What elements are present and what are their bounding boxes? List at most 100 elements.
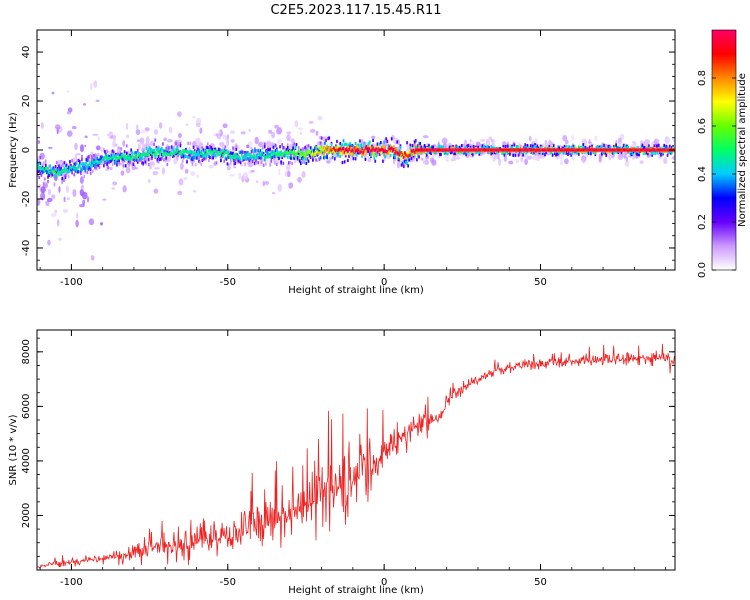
heatmap-ridge-cell	[135, 151, 138, 155]
heatmap-ridge-cell	[322, 156, 325, 160]
heatmap-ridge-cell	[433, 148, 436, 152]
heatmap-noise-cell	[227, 163, 232, 166]
heatmap-noise-cell	[266, 140, 272, 148]
heatmap-ridge-cell	[191, 150, 194, 154]
heatmap-ridge-cell	[347, 158, 349, 163]
heatmap-ridge-cell	[484, 148, 487, 152]
heatmap-noise-cell	[288, 182, 294, 189]
heatmap-noise-cell	[125, 166, 131, 174]
heatmap-noise-cell	[240, 131, 246, 135]
heatmap-ridge-cell	[409, 143, 412, 147]
heatmap-ridge-cell	[400, 150, 403, 155]
heatmap-ridge-cell	[290, 153, 292, 157]
heatmap-ridge-cell	[406, 153, 408, 158]
heatmap-ridge-cell	[122, 157, 125, 162]
heatmap-ridge-cell	[488, 150, 490, 155]
heatmap-ridge-cell	[90, 161, 93, 165]
heatmap-ridge-cell	[509, 148, 511, 152]
heatmap-noise-cell	[141, 148, 146, 153]
heatmap-ridge-cell	[511, 148, 513, 152]
heatmap-ridge-cell	[495, 151, 498, 155]
heatmap-ridge-cell	[43, 169, 46, 173]
heatmap-ridge-cell	[522, 153, 524, 157]
heatmap-ridge-cell	[296, 156, 299, 160]
heatmap-ridge-cell	[157, 149, 160, 153]
heatmap-ridge-cell	[312, 158, 314, 162]
heatmap-ridge-cell	[364, 149, 367, 153]
heatmap-ridge-cell	[229, 157, 232, 161]
heatmap-noise-cell	[90, 255, 95, 261]
heatmap-ridge-cell	[359, 147, 361, 151]
heatmap-ridge-cell	[85, 161, 88, 165]
heatmap-ridge-cell	[176, 150, 179, 154]
colorbar-gradient	[712, 30, 736, 270]
heatmap-noise-cell	[76, 153, 81, 156]
heatmap-ridge-cell	[280, 160, 282, 164]
heatmap-ridge-cell	[421, 150, 424, 154]
heatmap-ridge-cell	[54, 172, 57, 176]
heatmap-ridge-cell	[104, 156, 106, 160]
heatmap-noise-cell	[66, 90, 70, 93]
heatmap-ridge-cell	[521, 148, 523, 152]
heatmap-ridge-cell	[165, 146, 168, 151]
heatmap-ridge-cell	[343, 143, 346, 147]
heatmap-ridge-cell	[552, 144, 555, 148]
heatmap-ridge-cell	[81, 158, 83, 162]
heatmap-ridge-cell	[127, 161, 129, 165]
heatmap-ridge-cell	[532, 144, 534, 148]
heatmap-ridge-cell	[112, 153, 115, 157]
heatmap-ridge-cell	[483, 148, 486, 152]
heatmap-ridge-cell	[486, 145, 488, 149]
heatmap-ridge-cell	[456, 148, 459, 152]
heatmap-ridge-cell	[235, 147, 238, 152]
heatmap-noise-cell	[122, 185, 127, 193]
heatmap-ridge-cell	[370, 149, 372, 153]
heatmap-noise-cell	[88, 218, 95, 226]
heatmap-ridge-cell	[237, 159, 240, 163]
heatmap-ridge-cell	[553, 151, 556, 156]
heatmap-ridge-cell	[223, 148, 226, 152]
snr-frame	[36, 329, 676, 571]
heatmap-ridge-cell	[490, 148, 493, 152]
heatmap-ridge-cell	[649, 148, 651, 152]
heatmap-ridge-cell	[588, 145, 591, 149]
heatmap-ridge-cell	[263, 145, 266, 149]
heatmap-ridge-cell	[174, 151, 176, 155]
heatmap-ridge-cell	[255, 161, 257, 166]
heatmap-ridge-cell	[667, 151, 670, 155]
heatmap-noise-cell	[276, 138, 282, 145]
heatmap-ridge-cell	[132, 162, 135, 166]
heatmap-ridge-cell	[180, 153, 183, 157]
heatmap-noise-cell	[469, 139, 472, 143]
heatmap-ridge-cell	[665, 148, 668, 152]
heatmap-ridge-cell	[575, 146, 578, 150]
heatmap-noise-cell	[100, 222, 103, 226]
heatmap-ridge-cell	[106, 162, 108, 166]
heatmap-ridge-cell	[349, 142, 351, 146]
heatmap-ridge-cell	[72, 165, 75, 169]
heatmap-ridge-cell	[640, 145, 643, 149]
heatmap-ridge-cell	[414, 148, 417, 152]
heatmap-ridge-cell	[212, 153, 215, 157]
heatmap-ridge-cell	[546, 148, 548, 152]
heatmap-ridge-cell	[89, 163, 92, 167]
heatmap-ridge-cell	[46, 170, 48, 174]
heatmap-ridge-cell	[301, 151, 303, 155]
heatmap-ridge-cell	[226, 155, 229, 159]
heatmap-ridge-cell	[273, 154, 276, 159]
heatmap-ridge-cell	[449, 151, 452, 155]
heatmap-ridge-cell	[313, 148, 315, 153]
heatmap-ridge-cell	[239, 157, 242, 161]
heatmap-ridge-cell	[81, 167, 83, 172]
heatmap-ridge-cell	[37, 169, 39, 173]
heatmap-ridge-cell	[541, 148, 544, 152]
heatmap-ridge-cell	[106, 156, 108, 160]
heatmap-ridge-cell	[209, 144, 211, 149]
heatmap-ridge-cell	[148, 150, 151, 154]
heatmap-ridge-cell	[578, 152, 580, 156]
heatmap-noise-cell	[262, 180, 266, 187]
heatmap-ridge-cell	[324, 147, 326, 151]
heatmap-ridge-cell	[107, 165, 110, 170]
heatmap-ridge-cell	[170, 145, 173, 149]
heatmap-ridge-cell	[145, 153, 148, 157]
